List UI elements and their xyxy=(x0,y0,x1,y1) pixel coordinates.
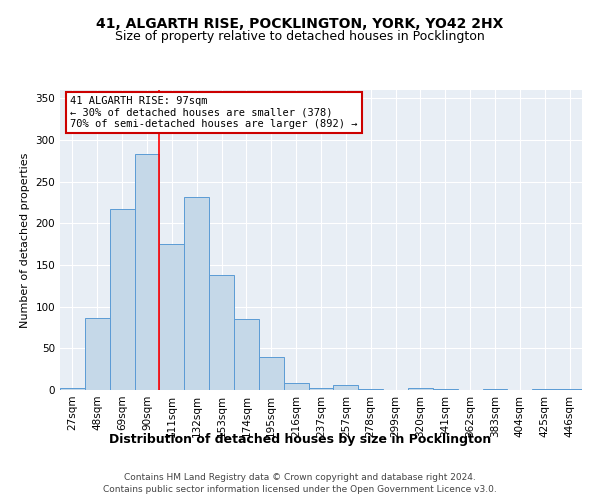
Bar xyxy=(259,356,284,390)
Bar xyxy=(85,318,110,390)
Bar xyxy=(60,388,85,390)
Bar xyxy=(532,389,557,390)
Text: 41 ALGARTH RISE: 97sqm
← 30% of detached houses are smaller (378)
70% of semi-de: 41 ALGARTH RISE: 97sqm ← 30% of detached… xyxy=(70,96,358,129)
Text: Contains HM Land Registry data © Crown copyright and database right 2024.: Contains HM Land Registry data © Crown c… xyxy=(124,472,476,482)
Bar xyxy=(408,388,433,390)
Bar xyxy=(234,319,259,390)
Bar xyxy=(557,389,582,390)
Bar xyxy=(110,209,134,390)
Bar xyxy=(284,382,308,390)
Bar xyxy=(433,389,458,390)
Y-axis label: Number of detached properties: Number of detached properties xyxy=(20,152,30,328)
Bar xyxy=(334,385,358,390)
Bar xyxy=(160,244,184,390)
Text: Contains public sector information licensed under the Open Government Licence v3: Contains public sector information licen… xyxy=(103,485,497,494)
Text: Distribution of detached houses by size in Pocklington: Distribution of detached houses by size … xyxy=(109,432,491,446)
Bar xyxy=(184,196,209,390)
Bar xyxy=(482,389,508,390)
Bar xyxy=(134,154,160,390)
Bar xyxy=(358,389,383,390)
Bar xyxy=(209,275,234,390)
Text: Size of property relative to detached houses in Pocklington: Size of property relative to detached ho… xyxy=(115,30,485,43)
Text: 41, ALGARTH RISE, POCKLINGTON, YORK, YO42 2HX: 41, ALGARTH RISE, POCKLINGTON, YORK, YO4… xyxy=(97,18,503,32)
Bar xyxy=(308,388,334,390)
